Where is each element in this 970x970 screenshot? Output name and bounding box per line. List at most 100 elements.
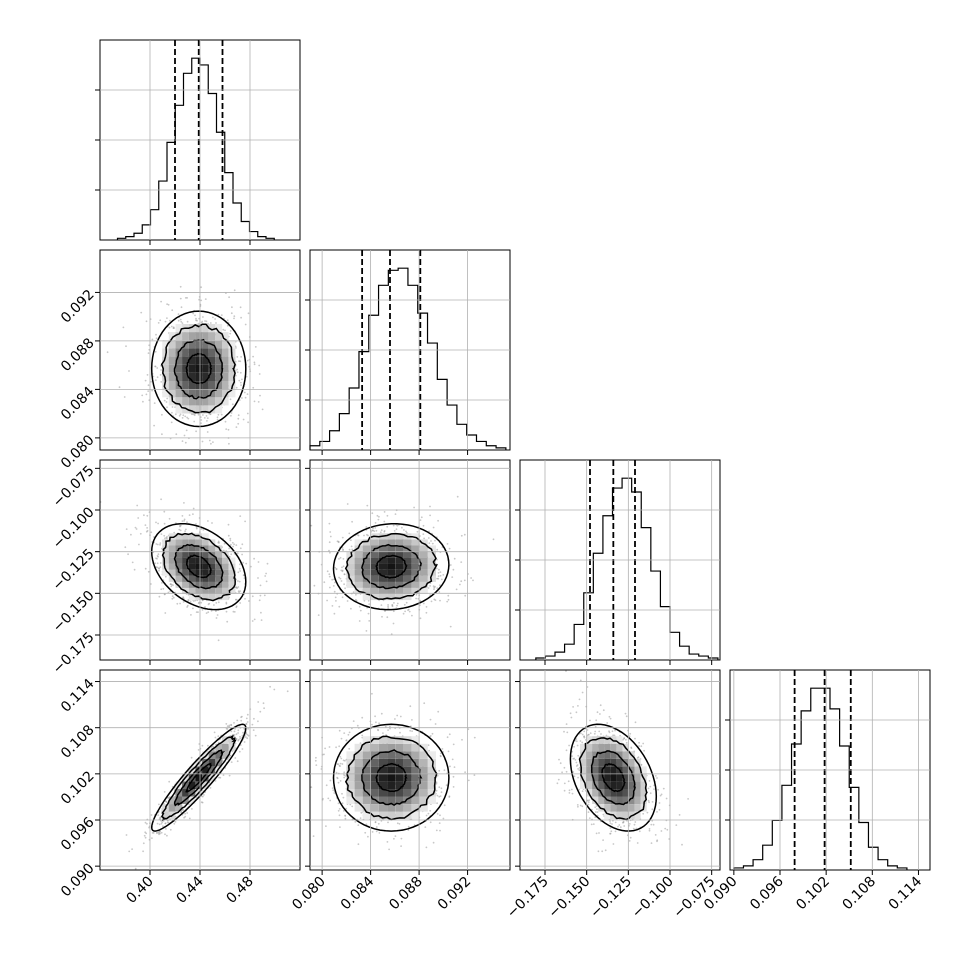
sample-point bbox=[151, 389, 154, 392]
density-cell bbox=[403, 551, 412, 558]
density-cell bbox=[202, 533, 209, 540]
sample-point bbox=[206, 431, 209, 433]
density-cell bbox=[188, 397, 196, 406]
density-cell bbox=[202, 372, 209, 381]
sample-point bbox=[358, 620, 361, 622]
density-cell bbox=[370, 575, 379, 582]
sample-point bbox=[251, 723, 254, 726]
sample-point bbox=[184, 530, 187, 533]
density-cell bbox=[228, 581, 236, 588]
sample-point bbox=[182, 809, 185, 811]
sample-point bbox=[188, 817, 191, 820]
sample-point bbox=[380, 820, 383, 822]
contour-line bbox=[361, 543, 422, 590]
sample-point bbox=[332, 585, 335, 587]
sample-point bbox=[233, 722, 235, 724]
density-cell bbox=[182, 581, 189, 588]
sample-point bbox=[429, 505, 431, 508]
sample-point bbox=[337, 763, 340, 765]
sample-point bbox=[118, 386, 121, 389]
sample-point bbox=[387, 604, 389, 606]
sample-point bbox=[253, 717, 255, 720]
sample-point bbox=[144, 567, 147, 570]
density-cell bbox=[395, 539, 404, 546]
sample-point bbox=[329, 799, 332, 802]
sample-point bbox=[205, 415, 208, 417]
sample-point bbox=[230, 553, 233, 556]
sample-point bbox=[231, 306, 233, 309]
sample-point bbox=[332, 789, 335, 792]
sample-point bbox=[346, 600, 349, 602]
sample-point bbox=[201, 440, 204, 443]
sample-point bbox=[166, 397, 169, 400]
sample-point bbox=[380, 529, 383, 532]
y-tick-label: 0.092 bbox=[58, 287, 98, 327]
density-cell bbox=[208, 372, 216, 381]
density-cell bbox=[168, 563, 176, 570]
sample-point bbox=[349, 803, 352, 806]
sample-point bbox=[243, 391, 246, 394]
density-cell bbox=[188, 372, 196, 381]
sample-point bbox=[106, 351, 109, 354]
density-cell bbox=[188, 348, 196, 357]
sample-point bbox=[371, 723, 373, 726]
sample-point bbox=[209, 322, 212, 324]
sample-point bbox=[335, 771, 338, 774]
sample-point bbox=[334, 596, 337, 599]
sample-point bbox=[192, 607, 194, 610]
sample-point bbox=[372, 527, 374, 530]
sample-point bbox=[429, 809, 432, 812]
sample-point bbox=[189, 601, 192, 603]
density-cell bbox=[427, 545, 436, 552]
sample-point bbox=[448, 733, 451, 736]
sample-point bbox=[237, 739, 240, 742]
sample-point bbox=[384, 725, 387, 728]
sample-point bbox=[467, 779, 470, 782]
sample-point bbox=[464, 771, 466, 774]
sample-point bbox=[246, 412, 249, 415]
sample-point bbox=[408, 610, 411, 613]
sample-point bbox=[377, 518, 380, 521]
sample-point bbox=[399, 715, 402, 718]
sample-point bbox=[439, 814, 441, 817]
density-cell bbox=[168, 340, 176, 349]
sample-point bbox=[155, 557, 157, 560]
density-cell bbox=[182, 356, 189, 365]
sample-point bbox=[343, 573, 346, 576]
sample-point bbox=[147, 390, 150, 392]
sample-point bbox=[427, 537, 430, 539]
sample-point bbox=[157, 322, 160, 324]
sample-point bbox=[146, 529, 149, 532]
sample-point bbox=[453, 766, 456, 768]
density-cell bbox=[168, 575, 176, 582]
sample-point bbox=[241, 734, 244, 737]
density-cell bbox=[411, 533, 420, 540]
y-tick-label: 0.096 bbox=[58, 814, 98, 854]
sample-point bbox=[337, 809, 340, 812]
sample-point bbox=[239, 515, 242, 517]
density-cell bbox=[182, 569, 189, 576]
sample-point bbox=[165, 401, 168, 403]
density-cell bbox=[175, 563, 183, 570]
sample-point bbox=[259, 594, 262, 597]
sample-point bbox=[222, 549, 225, 552]
sample-point bbox=[447, 594, 450, 597]
sample-point bbox=[156, 367, 159, 369]
sample-point bbox=[240, 316, 243, 319]
sample-point bbox=[217, 601, 220, 604]
sample-point bbox=[239, 570, 242, 572]
sample-point bbox=[184, 415, 187, 418]
sample-point bbox=[379, 531, 382, 534]
sample-point bbox=[440, 791, 443, 794]
sample-point bbox=[160, 498, 163, 501]
density-cell bbox=[188, 773, 196, 782]
density-cell bbox=[419, 575, 428, 582]
density-cell bbox=[215, 743, 223, 752]
sample-point bbox=[160, 588, 163, 591]
sample-point bbox=[130, 533, 132, 536]
density-cell bbox=[202, 575, 209, 582]
sample-point bbox=[124, 546, 127, 549]
sample-point bbox=[425, 606, 428, 608]
density-cell bbox=[411, 575, 420, 582]
density-cell bbox=[195, 389, 202, 398]
